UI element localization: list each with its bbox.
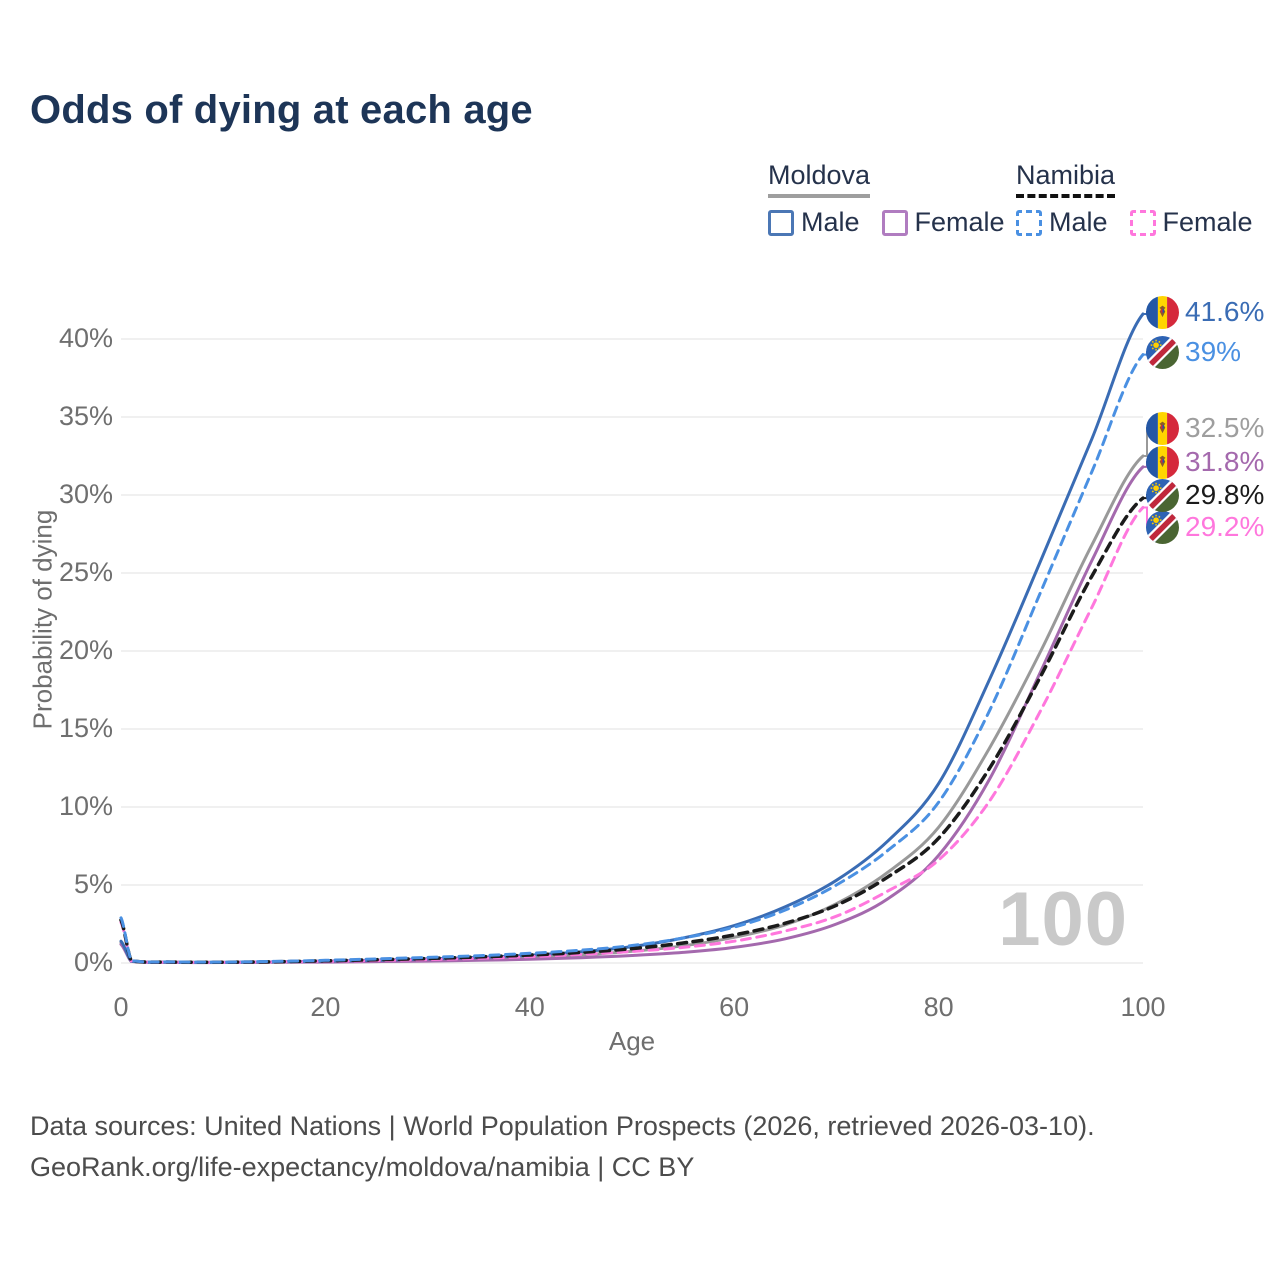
x-tick-label: 0	[113, 992, 129, 1022]
namibia-female-swatch-icon	[1129, 209, 1156, 236]
data-source-line: Data sources: United Nations | World Pop…	[30, 1111, 1095, 1141]
x-tick-label: 40	[514, 992, 545, 1022]
legend-country-moldova[interactable]: Moldova	[768, 160, 871, 198]
legend-country-label: Moldova	[768, 160, 871, 190]
y-tick-label: 30%	[58, 479, 113, 509]
y-axis-title: Probability of dying	[27, 509, 58, 730]
moldova-flag-icon	[1146, 295, 1179, 329]
y-tick-label: 10%	[58, 791, 113, 821]
y-tick-label: 35%	[58, 401, 113, 431]
end-label-value: 29.2%	[1185, 511, 1265, 542]
series-line-namibia-both	[119, 496, 1145, 965]
legend-item-namibia-female[interactable]: Female	[1129, 207, 1253, 238]
legend-group-moldova: Moldova Male Female	[768, 160, 1005, 238]
x-tick-label: 60	[719, 992, 750, 1022]
x-tick-label: 20	[310, 992, 341, 1022]
attribution-line: GeoRank.org/life-expectancy/moldova/nami…	[30, 1152, 695, 1182]
end-label-value: 39%	[1185, 336, 1242, 367]
y-tick-label: 25%	[58, 557, 113, 587]
legend-item-moldova-male[interactable]: Male	[768, 207, 860, 238]
end-label-moldova-female: 31.8%	[1146, 445, 1265, 479]
legend-item-label: Female	[914, 207, 1005, 237]
moldova-flag-icon	[1146, 411, 1179, 445]
footer: Data sources: United Nations | World Pop…	[30, 1106, 1095, 1188]
end-label-moldova-both: 32.5%	[1146, 411, 1265, 445]
namibia-flag-icon	[1146, 478, 1179, 512]
page-title: Odds of dying at each age	[30, 88, 533, 132]
moldova-line-style-sample	[768, 194, 871, 198]
y-tick-label: 5%	[73, 869, 113, 899]
namibia-flag-icon	[1146, 510, 1179, 544]
end-label-value: 29.8%	[1185, 479, 1265, 510]
end-label-moldova-male: 41.6%	[1146, 295, 1265, 329]
end-label-value: 32.5%	[1185, 412, 1265, 443]
legend-item-moldova-female[interactable]: Female	[881, 207, 1005, 238]
series-line-moldova-male	[119, 312, 1145, 964]
moldova-female-swatch-icon	[881, 209, 908, 236]
x-tick-label: 80	[923, 992, 954, 1022]
age-cursor-watermark: 100	[998, 877, 1128, 962]
namibia-line-style-sample	[1016, 194, 1116, 198]
end-label-value: 41.6%	[1185, 296, 1265, 327]
end-label-namibia-male: 39%	[1146, 335, 1242, 369]
end-label-value: 31.8%	[1185, 446, 1265, 477]
moldova-flag-icon	[1146, 445, 1179, 479]
legend-country-namibia[interactable]: Namibia	[1016, 160, 1116, 198]
series-line-namibia-female	[119, 506, 1145, 964]
legend-item-label: Female	[1162, 207, 1253, 237]
end-label-namibia-female: 29.2%	[1146, 510, 1265, 544]
y-tick-label: 40%	[58, 323, 113, 353]
legend-item-label: Male	[801, 207, 860, 237]
legend-item-namibia-male[interactable]: Male	[1016, 207, 1108, 238]
end-label-namibia-both: 29.8%	[1146, 478, 1265, 512]
namibia-flag-icon	[1146, 335, 1179, 369]
legend-group-namibia: Namibia Male Female	[1016, 160, 1253, 238]
y-tick-label: 20%	[58, 635, 113, 665]
namibia-male-swatch-icon	[1016, 209, 1042, 236]
legend-country-label: Namibia	[1016, 160, 1116, 190]
x-axis-title: Age	[608, 1026, 656, 1056]
series-line-namibia-male	[119, 353, 1145, 964]
legend-item-label: Male	[1049, 207, 1108, 237]
y-tick-label: 0%	[73, 947, 113, 977]
x-tick-label: 100	[1120, 992, 1166, 1022]
series-line-moldova-female	[119, 465, 1145, 965]
y-tick-label: 15%	[58, 713, 113, 743]
moldova-male-swatch-icon	[768, 209, 794, 236]
